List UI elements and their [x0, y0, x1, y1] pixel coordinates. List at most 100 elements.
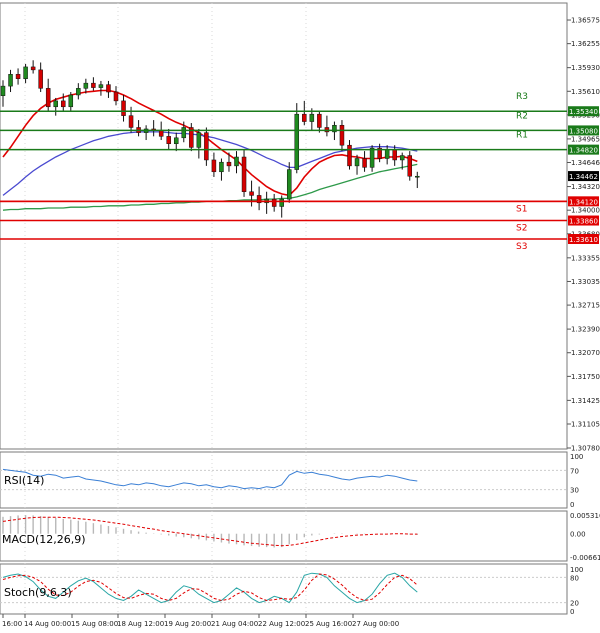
- candle-body: [377, 147, 382, 159]
- rsi-panel: [0, 451, 568, 509]
- candle-body: [0, 85, 6, 96]
- price-tick-label: 1.33035: [571, 278, 600, 286]
- time-label: 19 Aug 20:00: [164, 620, 211, 628]
- price-tick-label: 1.35610: [571, 88, 600, 96]
- candle-body: [234, 156, 239, 167]
- price-panel: [0, 2, 568, 450]
- level-price-label: 1.34120: [569, 198, 598, 206]
- candle-body: [384, 149, 390, 159]
- candle-body: [189, 127, 194, 148]
- current-price-label: 1.34462: [569, 173, 598, 181]
- candle-body: [106, 84, 111, 93]
- candle-body: [98, 84, 104, 88]
- time-label: 18 Aug 12:00: [117, 620, 164, 628]
- candle-body: [362, 158, 367, 168]
- time-label: 27 Aug 00:00: [352, 620, 399, 628]
- candle-body: [226, 161, 232, 167]
- price-tick-label: 1.36255: [571, 40, 600, 48]
- stoch-tick-label: 0: [570, 608, 574, 616]
- candle-body: [332, 125, 337, 133]
- level-price-label: 1.34820: [569, 147, 598, 155]
- price-tick-label: 1.32390: [571, 326, 600, 334]
- price-tick-label: 1.32070: [571, 349, 600, 357]
- level-name: R2: [516, 111, 528, 121]
- candle-body: [121, 100, 126, 116]
- candle-body: [256, 195, 262, 204]
- rsi-tick-label: 30: [570, 487, 579, 495]
- candle-body: [181, 127, 187, 139]
- candle-body: [128, 115, 134, 128]
- level-price-tag: [568, 144, 599, 155]
- price-tick-label: 1.35930: [571, 64, 600, 72]
- candle-body: [241, 156, 247, 192]
- level-price-tag: [568, 233, 599, 244]
- time-label: 16:00: [2, 620, 22, 628]
- candle-body: [249, 191, 254, 196]
- candle-body: [23, 66, 28, 79]
- candle-body: [392, 149, 397, 161]
- candle-body: [354, 158, 360, 167]
- price-tick-label: 1.30780: [571, 445, 600, 453]
- candle-body: [302, 113, 307, 122]
- candle-body: [309, 113, 315, 122]
- candle-body: [219, 161, 224, 173]
- candle-body: [38, 69, 43, 89]
- candle-body: [196, 132, 202, 148]
- rsi-line: [2, 468, 418, 490]
- level-name: S1: [516, 204, 527, 214]
- candle-body: [279, 198, 284, 207]
- rsi-tick-label: 0: [570, 501, 574, 509]
- candle-body: [166, 136, 171, 144]
- stoch-k-line: [2, 572, 418, 604]
- rsi-tick-label: 70: [570, 467, 579, 475]
- level-price-tag: [568, 215, 599, 226]
- macd-tick-label: 0.00: [570, 531, 586, 539]
- price-tick-label: 1.34646: [571, 159, 600, 167]
- stoch-tick-label: 20: [570, 600, 579, 608]
- candle-body: [204, 132, 209, 161]
- price-tick-label: 1.32715: [571, 302, 600, 310]
- candle-body: [83, 82, 89, 89]
- candle-body: [347, 144, 352, 167]
- stoch-tick-label: 80: [570, 574, 579, 582]
- price-tick-label: 1.36575: [571, 17, 600, 25]
- level-name: S3: [516, 242, 527, 252]
- candle-body: [339, 125, 345, 146]
- candle-body: [399, 155, 405, 161]
- level-price-tag: [568, 125, 599, 136]
- candle-body: [61, 100, 66, 108]
- price-tick-label: 1.34320: [571, 183, 600, 191]
- stoch-d-line: [2, 573, 418, 602]
- candle-body: [369, 147, 375, 168]
- level-price-label: 1.33610: [569, 236, 598, 244]
- candle-body: [53, 100, 58, 108]
- macd-panel: [0, 510, 568, 562]
- candle-body: [158, 130, 164, 137]
- level-price-label: 1.35080: [569, 127, 598, 135]
- candle-body: [294, 113, 300, 170]
- level-price-tag: [568, 106, 599, 117]
- candle-body: [113, 91, 119, 102]
- stoch-panel: [0, 563, 568, 615]
- candle-body: [286, 169, 292, 200]
- stoch-title: Stoch(9,6,3): [4, 586, 72, 599]
- level-name: R1: [516, 131, 528, 141]
- candle-body: [407, 155, 413, 177]
- time-label: 21 Aug 04:00: [211, 620, 258, 628]
- time-label: 22 Aug 12:00: [258, 620, 305, 628]
- candle-body: [30, 66, 36, 71]
- rsi-tick-label: 100: [570, 453, 583, 461]
- price-tick-label: 1.33355: [571, 254, 600, 262]
- time-label: 15 Aug 08:00: [71, 620, 118, 628]
- candle-body: [68, 94, 74, 108]
- level-name: S2: [516, 224, 527, 234]
- time-label: 25 Aug 16:00: [305, 620, 352, 628]
- price-tick-label: 1.31750: [571, 373, 600, 381]
- candle-body: [173, 137, 179, 144]
- macd-title: MACD(12,26,9): [2, 533, 86, 546]
- price-tick-label: 1.34000: [571, 207, 600, 215]
- price-tick-label: 1.31105: [571, 420, 600, 428]
